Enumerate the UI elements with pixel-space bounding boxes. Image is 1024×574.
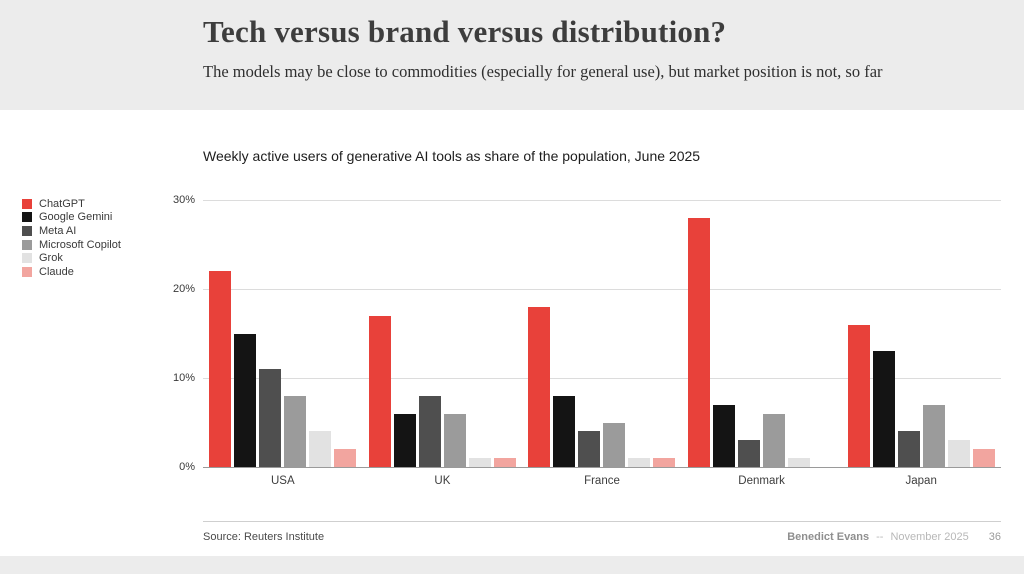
legend-label: Meta AI (39, 224, 77, 237)
legend-label: Claude (39, 265, 74, 278)
bar-grok-denmark (788, 458, 811, 467)
bar-chatgpt-usa (209, 271, 232, 467)
bar-group-UK (363, 200, 523, 467)
bar-claude-france (653, 458, 676, 467)
source-text: Source: Reuters Institute (203, 531, 325, 543)
chart-legend: ChatGPT Google Gemini Meta AI Microsoft Cop… (22, 197, 121, 279)
bar-microsoft-copilot-uk (443, 413, 466, 467)
slide-title: Tech versus brand versus distribution? (203, 14, 727, 49)
bar-group-France (522, 200, 682, 467)
legend-item-google-gemini: Google Gemini (22, 211, 121, 225)
bar-microsoft-copilot-japan (922, 404, 945, 467)
gridline-20% (203, 289, 1001, 290)
bar-grok-uk (468, 458, 491, 467)
bar-meta-ai-uk (418, 395, 441, 467)
bar-claude-japan (972, 449, 995, 467)
bar-meta-ai-denmark (738, 440, 761, 467)
bar-group-USA (203, 200, 363, 467)
bar-chatgpt-france (528, 306, 551, 467)
legend-label: Google Gemini (39, 211, 113, 224)
legend-item-claude: Claude (22, 265, 121, 279)
bar-microsoft-copilot-france (603, 422, 626, 467)
bar-google-gemini-denmark (713, 404, 736, 467)
bar-group-Japan (841, 200, 1001, 467)
bar-google-gemini-japan (872, 351, 895, 467)
legend-label: Microsoft Copilot (39, 238, 121, 251)
chart-plot-area: 0% 10% 20% 30% (173, 194, 1001, 473)
bar-chatgpt-uk (368, 315, 391, 467)
bar-grok-france (628, 458, 651, 467)
bar-group-Denmark (682, 200, 842, 467)
legend-item-grok: Grok (22, 251, 121, 265)
bar-meta-ai-france (578, 431, 601, 467)
bar-meta-ai-usa (259, 369, 282, 467)
legend-swatch-icon (22, 239, 32, 250)
bar-grok-japan (947, 440, 970, 467)
page-number: 36 (988, 531, 1001, 543)
footer-divider (203, 521, 1001, 522)
x-label-usa: USA (270, 475, 295, 487)
bar-meta-ai-japan (897, 431, 920, 467)
bar-claude-usa (334, 449, 357, 467)
header-band (0, 0, 1024, 110)
bottom-band (0, 556, 1024, 574)
bar-google-gemini-uk (393, 413, 416, 467)
bar-microsoft-copilot-usa (284, 395, 307, 467)
gridline-30% (203, 200, 1001, 201)
x-label-japan: Japan (905, 475, 937, 487)
footer-separator: -- (876, 531, 884, 543)
legend-swatch-icon (22, 212, 32, 223)
x-label-france: France (584, 475, 620, 487)
legend-swatch-icon (22, 266, 32, 277)
footer: Source: Reuters Institute Benedict Evans… (203, 531, 1001, 543)
bar-google-gemini-usa (234, 333, 257, 467)
legend-item-meta-ai: Meta AI (22, 224, 121, 238)
legend-swatch-icon (22, 225, 32, 236)
legend-swatch-icon (22, 198, 32, 209)
gridline-0% (203, 467, 1001, 468)
author-name: Benedict Evans (787, 531, 870, 543)
legend-label: Grok (39, 252, 63, 265)
bar-chatgpt-japan (847, 324, 870, 467)
y-tick-label-0%: 0% (179, 461, 195, 473)
x-label-uk: UK (434, 475, 451, 487)
chart-title: Weekly active users of generative AI too… (203, 148, 701, 164)
slide-subtitle: The models may be close to commodities (… (203, 62, 883, 81)
bar-microsoft-copilot-denmark (763, 413, 786, 467)
gridline-10% (203, 378, 1001, 379)
legend-item-chatgpt: ChatGPT (22, 197, 121, 211)
y-tick-label-20%: 20% (172, 283, 195, 295)
legend-item-microsoft-copilot: Microsoft Copilot (22, 238, 121, 252)
legend-label: ChatGPT (39, 197, 85, 210)
y-tick-label-10%: 10% (172, 372, 195, 384)
x-axis-labels: USA UK France Denmark Japan (0, 475, 1024, 491)
bar-chatgpt-denmark (688, 217, 711, 467)
bar-grok-usa (309, 431, 332, 467)
footer-date: November 2025 (890, 531, 969, 543)
footer-right: Benedict Evans -- November 2025 36 (787, 531, 1001, 543)
bar-google-gemini-france (553, 395, 576, 467)
bar-claude-uk (493, 458, 516, 467)
y-tick-label-30%: 30% (172, 194, 195, 206)
x-label-denmark: Denmark (738, 475, 785, 487)
legend-swatch-icon (22, 253, 32, 264)
